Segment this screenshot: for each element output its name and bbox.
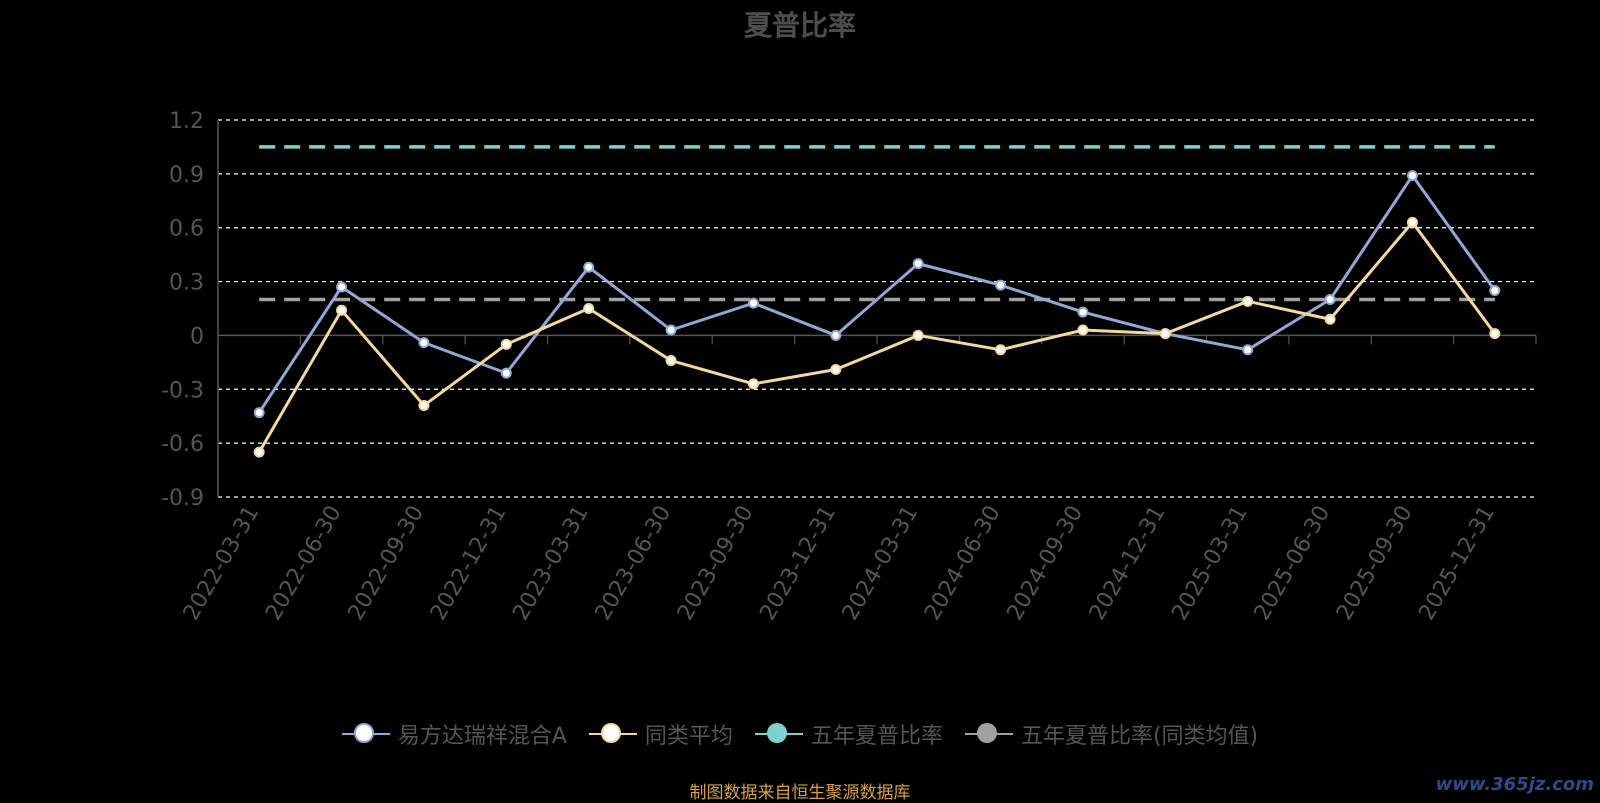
data-point bbox=[1406, 216, 1418, 228]
x-tick-label: 2022-03-31 bbox=[179, 502, 265, 625]
legend-item-five-year-sharpe-peer[interactable]: 五年夏普比率(同类均值) bbox=[964, 718, 1259, 750]
legend-symbol-five-year-sharpe-peer-icon bbox=[964, 723, 1013, 745]
data-point bbox=[1077, 324, 1089, 336]
data-point bbox=[336, 281, 348, 293]
watermark: www.365jz.com bbox=[1435, 774, 1594, 795]
legend-item-five-year-sharpe[interactable]: 五年夏普比率 bbox=[754, 718, 943, 750]
x-tick-label: 2022-09-30 bbox=[344, 502, 430, 625]
data-point bbox=[418, 337, 430, 349]
x-tick-label: 2024-06-30 bbox=[920, 502, 1006, 625]
data-point bbox=[1242, 344, 1254, 356]
data-point bbox=[1077, 306, 1089, 318]
legend-symbol-fund-icon bbox=[341, 723, 390, 745]
data-point bbox=[1489, 328, 1501, 340]
data-point bbox=[418, 399, 430, 411]
x-tick-label: 2025-09-30 bbox=[1332, 502, 1418, 625]
data-point bbox=[336, 304, 348, 316]
data-point bbox=[1489, 285, 1501, 297]
x-tick-label: 2023-03-31 bbox=[508, 502, 594, 625]
y-tick-label: 0.9 bbox=[169, 163, 204, 188]
x-tick-label: 2022-06-30 bbox=[261, 502, 347, 625]
x-tick-label: 2023-06-30 bbox=[591, 502, 677, 625]
x-tick-label: 2024-12-31 bbox=[1085, 502, 1171, 625]
data-point bbox=[830, 364, 842, 376]
legend-label-peer-average: 同类平均 bbox=[644, 724, 733, 749]
data-point bbox=[747, 378, 759, 390]
data-point bbox=[500, 338, 512, 350]
x-tick-label: 2025-06-30 bbox=[1250, 502, 1336, 625]
x-tick-label: 2023-12-31 bbox=[755, 502, 841, 625]
legend-item-fund[interactable]: 易方达瑞祥混合A bbox=[341, 718, 567, 750]
data-point bbox=[583, 303, 595, 314]
legend-item-peer-average[interactable]: 同类平均 bbox=[588, 718, 733, 750]
y-tick-label: 0.3 bbox=[169, 271, 204, 296]
data-point bbox=[1324, 313, 1336, 325]
data-point bbox=[1324, 294, 1336, 306]
legend-symbol-five-year-sharpe-icon bbox=[754, 723, 803, 745]
legend-label-fund: 易方达瑞祥混合A bbox=[397, 724, 567, 749]
y-tick-label: -0.3 bbox=[161, 378, 204, 403]
data-point bbox=[665, 355, 677, 367]
data-point bbox=[253, 407, 265, 419]
data-point bbox=[665, 324, 677, 336]
y-tick-label: -0.6 bbox=[161, 432, 204, 457]
x-tick-label: 2025-03-31 bbox=[1167, 502, 1253, 625]
data-point bbox=[500, 367, 512, 379]
x-tick-label: 2024-09-30 bbox=[1003, 502, 1089, 625]
data-point bbox=[1159, 328, 1171, 340]
y-tick-label: 0 bbox=[190, 324, 204, 349]
data-point bbox=[912, 258, 924, 270]
data-point bbox=[1242, 295, 1254, 307]
data-source-note: 制图数据来自恒生聚源数据库 bbox=[689, 783, 911, 803]
legend-label-five-year-sharpe: 五年夏普比率 bbox=[810, 724, 943, 749]
legend-symbol-peer-average-icon bbox=[588, 723, 637, 745]
data-point bbox=[583, 261, 595, 273]
series-line bbox=[257, 220, 1497, 453]
y-tick-label: 0.6 bbox=[169, 217, 204, 242]
legend: 易方达瑞祥混合A 同类平均 五年夏普比率 五年夏普比率(同类均值) bbox=[0, 718, 1600, 750]
x-tick-label: 2022-12-31 bbox=[426, 502, 512, 625]
y-tick-label: -0.9 bbox=[161, 486, 204, 511]
y-tick-label: 1.2 bbox=[169, 109, 204, 134]
data-point bbox=[912, 329, 924, 341]
data-point bbox=[830, 329, 842, 341]
data-point bbox=[1406, 170, 1418, 182]
data-point bbox=[253, 446, 265, 458]
data-point bbox=[747, 297, 759, 309]
x-tick-label: 2025-12-31 bbox=[1414, 502, 1500, 625]
x-tick-label: 2024-03-31 bbox=[838, 502, 924, 625]
series-line bbox=[257, 174, 1497, 414]
legend-label-five-year-sharpe-peer: 五年夏普比率(同类均值) bbox=[1020, 724, 1259, 749]
chart-title: 夏普比率 bbox=[743, 9, 856, 42]
data-point bbox=[995, 344, 1007, 356]
x-tick-label: 2023-09-30 bbox=[673, 502, 759, 625]
data-point bbox=[995, 279, 1007, 291]
